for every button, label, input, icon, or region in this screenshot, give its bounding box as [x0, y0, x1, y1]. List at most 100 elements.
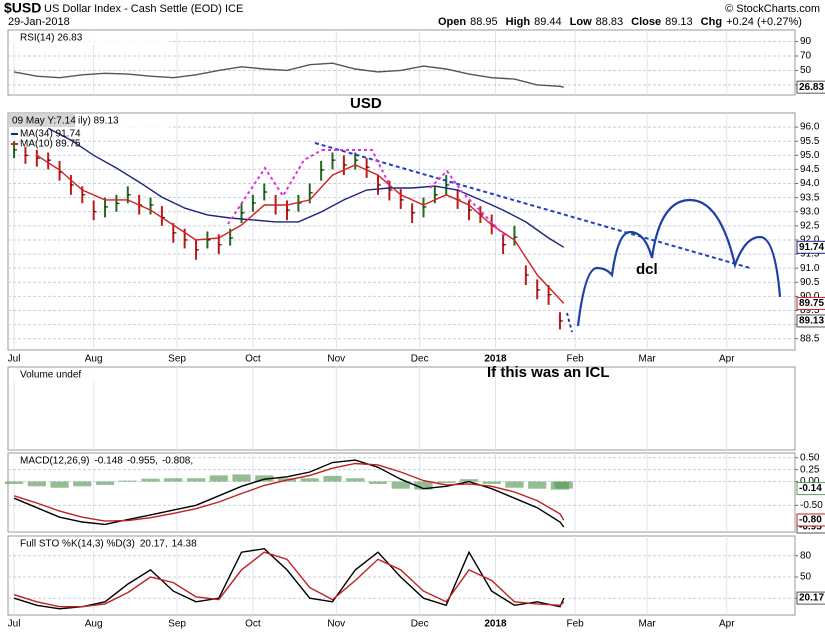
y-tick-label: 92.5	[800, 220, 820, 231]
y-tick-label: 88.5	[800, 333, 820, 344]
histogram-bar	[118, 480, 137, 482]
x-tick-label: Dec	[411, 619, 429, 630]
x-tick-label: Nov	[327, 619, 345, 630]
histogram-bar	[164, 478, 183, 482]
legend-entry: -0.955,	[127, 456, 158, 467]
x-tick-label: 2018	[484, 354, 507, 365]
cursor-label: 09 May Y:7.14	[12, 116, 76, 127]
projection-arcs	[576, 198, 782, 327]
end-label-box	[796, 482, 825, 496]
panel: JulAugSepOctNovDec2018FebMarApr20508020.…	[7, 535, 825, 630]
y-tick-label: 0.25	[800, 464, 820, 475]
quote-value: 89.44	[534, 16, 562, 28]
x-tick-label: Nov	[327, 354, 345, 365]
end-label-box	[796, 513, 825, 527]
panel-title: ily) 89.13	[78, 116, 119, 127]
y-tick-label: 95.0	[800, 150, 820, 161]
histogram-bar	[391, 481, 410, 489]
legend-entry: 20.17,	[140, 539, 168, 550]
series-line	[13, 459, 565, 528]
series-line	[13, 551, 565, 608]
x-tick-label: Sep	[168, 619, 186, 630]
histogram-bar	[414, 481, 433, 490]
copyright: © StockCharts.com	[725, 3, 820, 15]
end-label: 91.74	[799, 242, 824, 253]
x-tick-label: Aug	[85, 354, 103, 365]
end-label: -0.14	[799, 483, 822, 494]
y-tick-label: -0.50	[800, 500, 823, 511]
histogram-bar	[437, 481, 456, 483]
symbol: $USD	[4, 0, 41, 16]
end-label-box	[796, 240, 825, 254]
panel-title: Full STO %K(14,3) %D(3)	[20, 539, 135, 550]
y-tick-label: 50	[800, 572, 812, 583]
y-tick-label: 0.00	[800, 476, 820, 487]
x-tick-label: Mar	[639, 619, 657, 630]
cycle-drawing	[227, 149, 506, 237]
end-label-box	[796, 314, 825, 328]
y-tick-label: 95.5	[800, 136, 820, 147]
x-tick-label: Sep	[168, 354, 186, 365]
legend-entry: MA(10) 89.75	[20, 139, 81, 150]
x-tick-label: Feb	[567, 354, 585, 365]
histogram-bar	[255, 475, 274, 482]
histogram-bar	[50, 481, 69, 488]
y-tick-label: 94.0	[800, 178, 820, 189]
y-tick-label: 91.0	[800, 263, 820, 274]
y-tick-label: 80	[800, 550, 812, 561]
x-tick-label: Jul	[8, 354, 21, 365]
x-tick-label: Aug	[85, 619, 103, 630]
x-tick-label: Mar	[639, 354, 657, 365]
histogram-bar	[95, 481, 115, 485]
histogram-bar	[346, 478, 365, 482]
histogram-bar	[141, 478, 160, 482]
x-tick-label: Oct	[245, 619, 261, 630]
x-tick-label: 2018	[484, 619, 507, 630]
x-tick-label: Jul	[8, 619, 21, 630]
quote-value: 88.83	[596, 16, 624, 28]
histogram-bar	[209, 475, 228, 482]
title-box	[9, 537, 169, 551]
y-tick-label: 91.5	[800, 249, 820, 260]
annotation: dcl	[636, 261, 658, 278]
legend-entry: MA(34) 91.74	[20, 129, 81, 140]
panel: Volume undef	[7, 366, 796, 451]
y-tick-label: 96.0	[800, 122, 820, 133]
x-tick-label: Apr	[719, 619, 735, 630]
histogram-bar	[482, 481, 501, 484]
histogram-bar	[554, 481, 573, 489]
y-tick-label: 93.0	[800, 206, 820, 217]
x-tick-label: Feb	[567, 619, 585, 630]
end-label: -0.95	[799, 522, 822, 533]
quote-label: Chg	[701, 16, 722, 28]
annotation: USD	[350, 95, 382, 112]
legend-entry: -0.808,	[162, 456, 193, 467]
series-line	[13, 62, 564, 88]
y-tick-label: 90.0	[800, 291, 820, 302]
series-line	[13, 547, 565, 610]
end-label-box	[796, 296, 825, 310]
end-label: -0.80	[799, 515, 822, 526]
series-line	[13, 462, 565, 522]
end-label: 26.83	[799, 82, 824, 93]
quote-value: 89.13	[665, 16, 693, 28]
panel-frame	[7, 112, 796, 351]
histogram-bar	[300, 478, 319, 482]
histogram-bar	[505, 481, 524, 488]
instrument-name: US Dollar Index - Cash Settle (EOD) ICE	[44, 3, 243, 15]
trend-line	[314, 142, 751, 269]
legend-entry: 14.38	[172, 539, 197, 550]
title-box	[9, 454, 169, 468]
histogram-bar	[368, 481, 388, 484]
quote-label: Close	[631, 16, 661, 28]
date: 29-Jan-2018	[8, 16, 70, 28]
title-box	[9, 31, 169, 45]
y-tick-label: 90.5	[800, 277, 820, 288]
panel: 0.500.250.00 -0.50 -0.14 -0.95-0.80 MACD(12,…	[4, 452, 825, 534]
y-tick-label: 92.0	[800, 235, 820, 246]
panel: JulAugSepOctNovDec2018FebMarApr88.589.08…	[7, 112, 825, 365]
quote: Open 88.95 High 89.44 Low 88.83 Close 89.13 Chg +…	[438, 16, 802, 28]
x-tick-label: Oct	[245, 354, 261, 365]
